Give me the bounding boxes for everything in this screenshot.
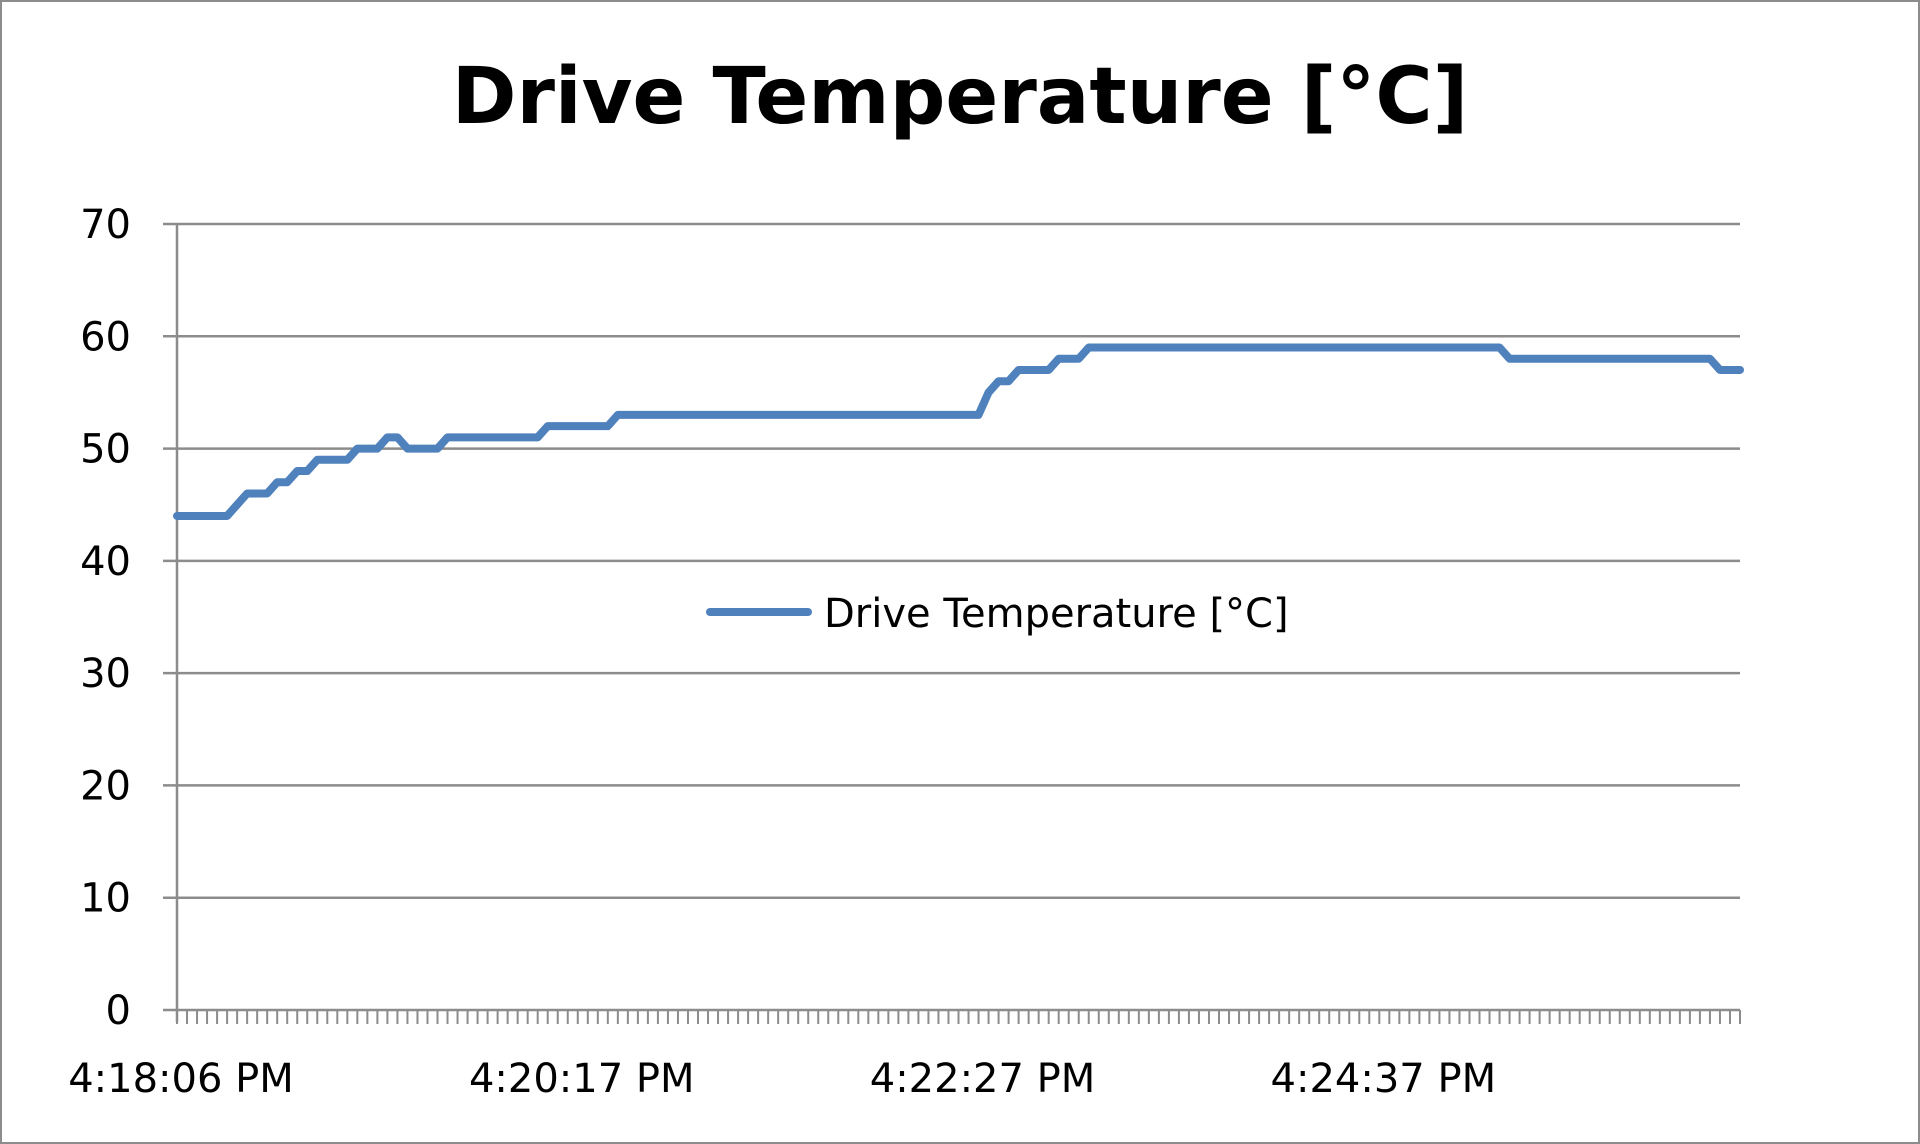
series-line-drive-temperature [173, 343, 1744, 520]
x-tick-labels: 4:18:06 PM 4:20:17 PM 4:22:27 PM 4:24:37 PM [68, 1056, 1496, 1102]
legend: Drive Temperature [°C] [706, 591, 1289, 637]
y-tick-labels: 0 10 20 30 40 50 60 70 [80, 202, 131, 1034]
chart-title: Drive Temperature [°C] [451, 52, 1469, 142]
y-tick-label: 50 [80, 427, 131, 473]
series-layer [173, 343, 1744, 520]
x-tick-label: 4:18:06 PM [68, 1056, 294, 1102]
y-tick-label: 60 [80, 314, 131, 360]
x-tick-label: 4:22:27 PM [870, 1056, 1096, 1102]
x-tick-label: 4:24:37 PM [1271, 1056, 1497, 1102]
gridlines [163, 222, 1740, 899]
y-tick-label: 0 [106, 988, 131, 1034]
axes [163, 224, 1741, 1024]
y-tick-label: 40 [80, 539, 131, 585]
x-tick-label: 4:20:17 PM [469, 1056, 695, 1102]
y-tick-label: 30 [80, 651, 131, 697]
legend-label: Drive Temperature [°C] [824, 591, 1289, 637]
y-tick-label: 20 [80, 763, 131, 809]
y-tick-label: 10 [80, 876, 131, 922]
y-tick-label: 70 [80, 202, 131, 248]
